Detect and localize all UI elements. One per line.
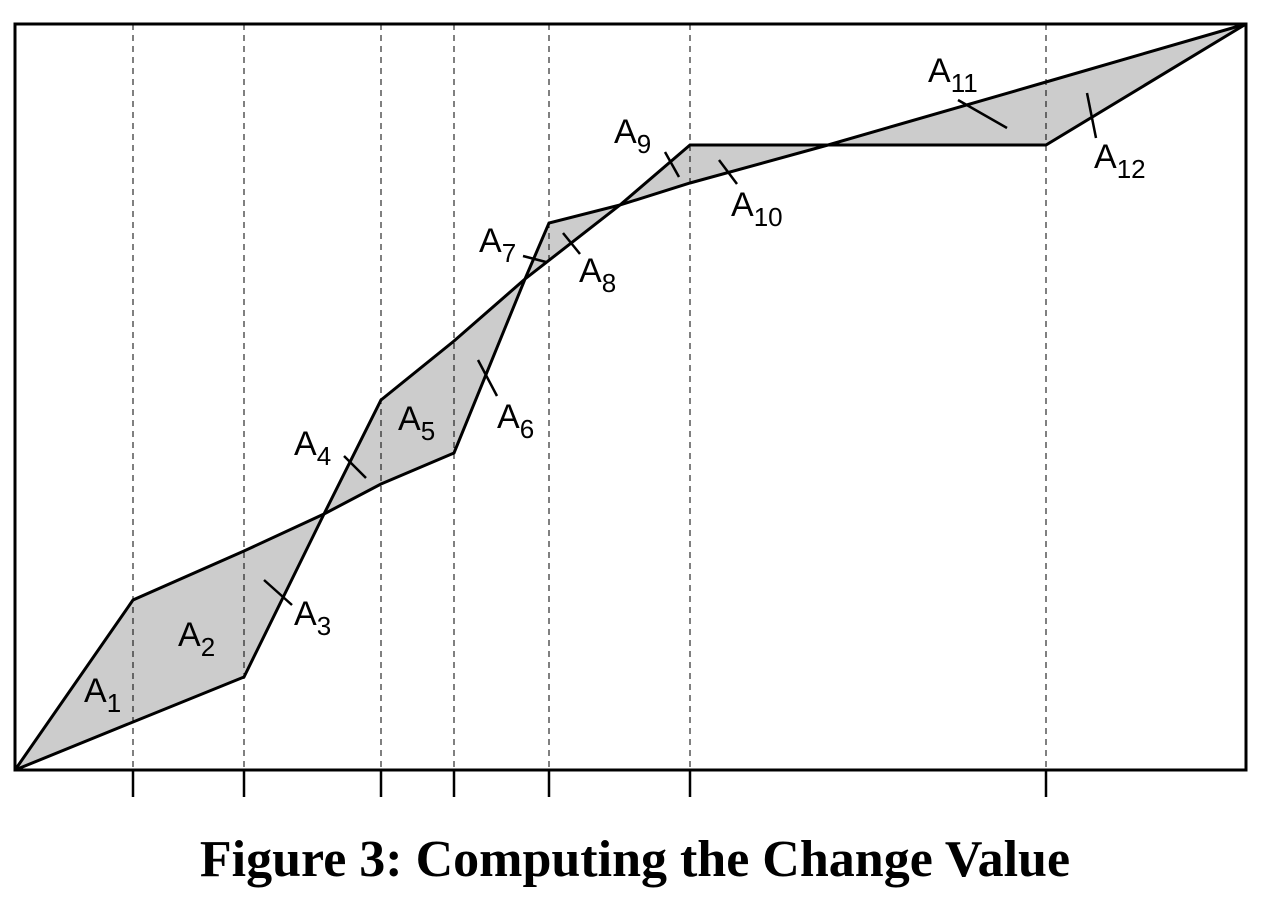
region-a3-a5-a6 (324, 279, 525, 514)
area-labels: A1 A2 A3 A4 A5 A6 A7 A8 A9 A10 A11 (84, 52, 1146, 718)
plot-frame (13, 22, 1248, 772)
area-label-a5: A5 (398, 400, 435, 446)
leader-a7 (522, 254, 547, 264)
area-label-a4: A4 (294, 425, 331, 471)
leader-a8 (562, 232, 581, 255)
area-label-a7: A7 (479, 222, 516, 268)
leader-a12 (1085, 92, 1098, 139)
change-value-diagram: A1 A2 A3 A4 A5 A6 A7 A8 A9 A10 A11 (13, 22, 1248, 797)
leader-a9 (663, 151, 681, 178)
area-label-a8: A8 (579, 252, 616, 298)
area-label-a10: A10 (731, 186, 783, 232)
leader-a10 (718, 159, 738, 185)
area-label-a2: A2 (178, 616, 215, 662)
area-label-a1: A1 (84, 672, 121, 718)
area-label-a12: A12 (1094, 138, 1146, 184)
dashed-guides (132, 24, 1047, 770)
tick-marks (131, 770, 1048, 797)
area-label-a11: A11 (928, 52, 978, 98)
step-curve (13, 22, 1247, 771)
leader-a11 (957, 98, 1008, 130)
area-label-a9: A9 (614, 113, 651, 159)
area-label-a6: A6 (497, 398, 534, 444)
region-a11-a12 (828, 24, 1246, 145)
area-label-a3: A3 (294, 595, 331, 641)
leader-a6 (476, 359, 499, 397)
leader-a4 (343, 455, 367, 479)
reference-curve (14, 22, 1247, 772)
region-a1-a2 (15, 514, 324, 770)
label-leaders (263, 92, 1098, 606)
figure-caption: Figure 3: Computing the Change Value (199, 831, 1071, 888)
leader-a3 (263, 579, 293, 606)
